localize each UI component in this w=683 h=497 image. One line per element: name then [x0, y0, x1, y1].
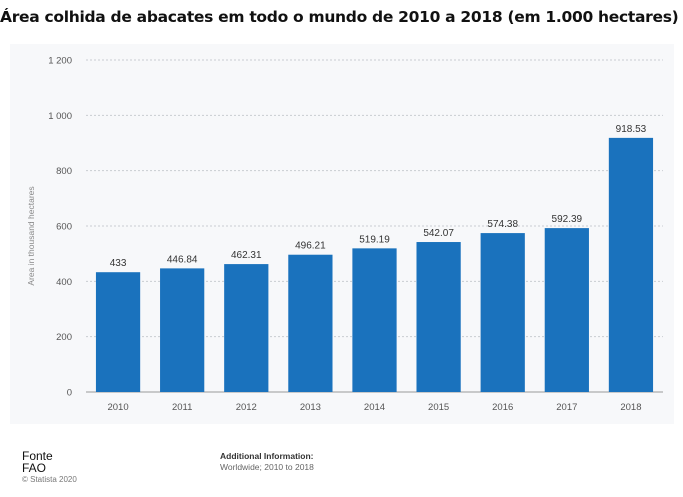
additional-info-text: Worldwide; 2010 to 2018	[220, 462, 314, 472]
y-tick-label: 400	[56, 277, 72, 288]
source-heading: Fonte	[22, 449, 53, 463]
bar-chart: 433 446.84 462.31 496.21 519.19 542.07 574.38 5…	[26, 56, 663, 413]
copyright-notice: © Statista 2020	[22, 475, 77, 484]
data-label-2010: 433	[110, 258, 127, 269]
additional-info: Additional Information: Worldwide; 2010 …	[220, 451, 314, 473]
bars	[95, 137, 654, 392]
x-tick-label: 2013	[300, 402, 321, 413]
bar-2015	[416, 242, 461, 392]
data-label-2017: 592.39	[552, 214, 583, 225]
bar-2014	[352, 248, 397, 392]
x-tick-label: 2012	[236, 402, 257, 413]
bar-2011	[160, 268, 205, 392]
source-name: FAO	[22, 461, 47, 475]
x-tick-label: 2018	[620, 402, 641, 413]
bar-2013	[288, 254, 333, 392]
chart-panel: 433 446.84 462.31 496.21 519.19 542.07 574.38 5…	[10, 44, 674, 424]
y-tick-label: 1 200	[48, 56, 72, 67]
y-tick-label: 800	[56, 166, 72, 177]
x-tick-label: 2011	[172, 402, 192, 413]
y-tick-label: 1 000	[48, 111, 72, 122]
data-labels: 433 446.84 462.31 496.21 519.19 542.07 574.38 5…	[110, 124, 647, 269]
bar-2018	[608, 137, 654, 392]
y-tick-label: 200	[56, 332, 72, 343]
bar-2010	[95, 272, 141, 392]
data-label-2015: 542.07	[423, 228, 454, 239]
data-label-2012: 462.31	[231, 250, 262, 261]
data-label-2018: 918.53	[616, 124, 647, 135]
additional-info-heading: Additional Information:	[220, 451, 314, 461]
bar-2012	[224, 264, 269, 392]
data-label-2014: 519.19	[359, 234, 390, 245]
data-label-2016: 574.38	[487, 219, 518, 230]
x-tick-label: 2016	[492, 402, 513, 413]
data-label-2013: 496.21	[295, 241, 326, 252]
y-tick-label: 600	[56, 222, 72, 233]
y-tick-label: 0	[67, 388, 72, 399]
x-tick-label: 2015	[428, 402, 449, 413]
y-axis-title: Area in thousand hectares	[26, 186, 36, 285]
x-axis-ticks: 2010 2011 2012 2013 2014 2015 2016 2017 2018	[107, 402, 641, 413]
bar-2017	[544, 228, 589, 392]
bar-2016	[480, 233, 525, 392]
y-axis-ticks: 0 200 400 600 800 1 000 1 200	[48, 56, 72, 399]
x-tick-label: 2017	[556, 402, 577, 413]
x-tick-label: 2010	[107, 402, 128, 413]
x-tick-label: 2014	[364, 402, 385, 413]
data-label-2011: 446.84	[167, 254, 198, 265]
source-block: Fonte FAO © Statista 2020	[22, 450, 77, 485]
chart-title: Área colhida de abacates em todo o mundo…	[0, 8, 683, 26]
